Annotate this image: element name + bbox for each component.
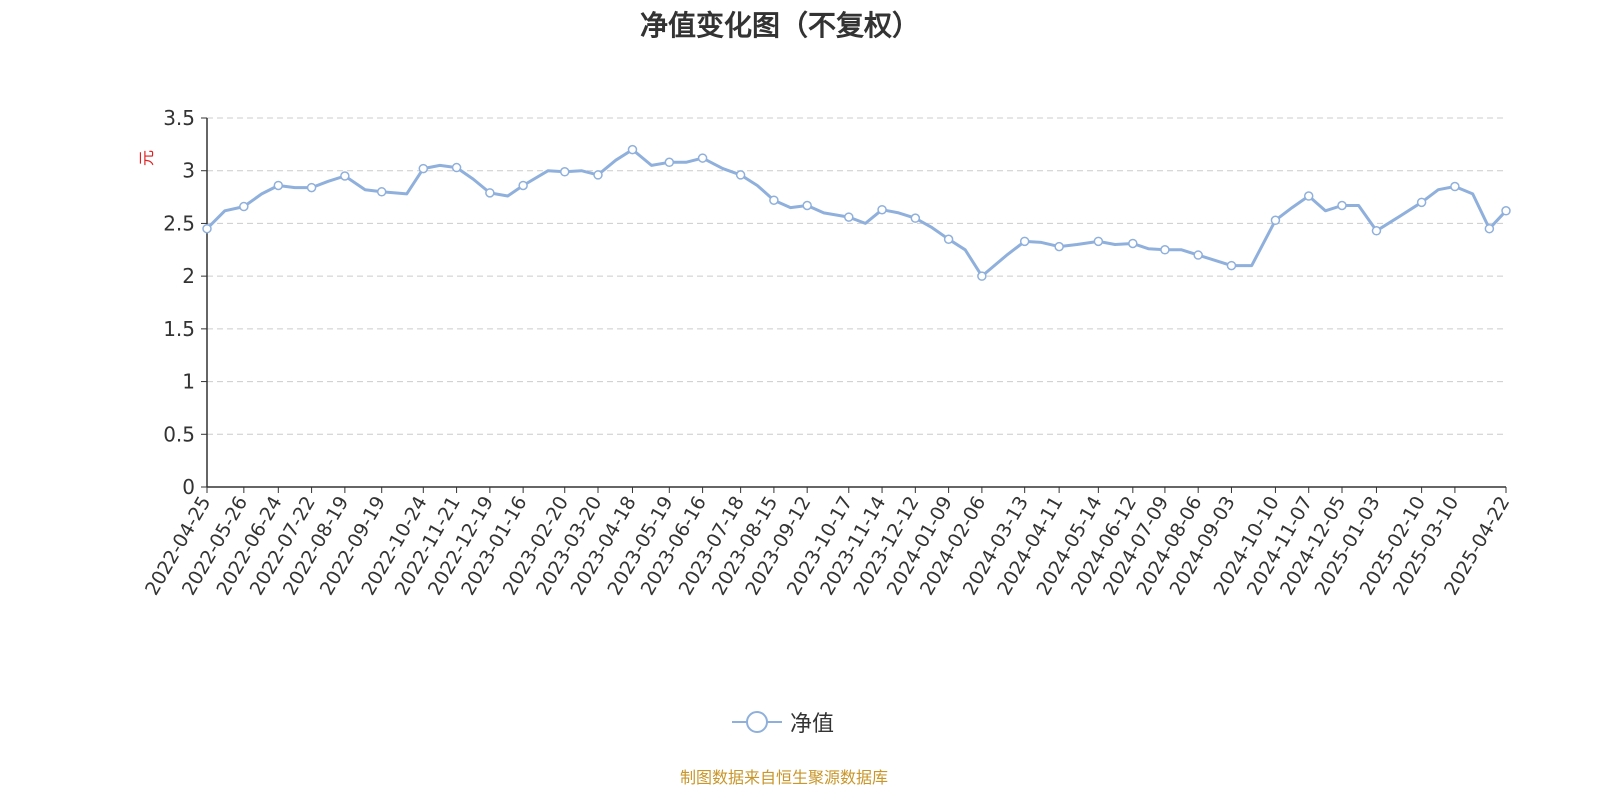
data-point[interactable]	[1270, 215, 1281, 226]
data-point[interactable]	[418, 163, 429, 174]
data-point[interactable]	[485, 188, 495, 198]
y-tick-label: 2	[182, 264, 195, 288]
data-point[interactable]	[844, 212, 854, 222]
data-point[interactable]	[202, 223, 212, 234]
data-point[interactable]	[943, 234, 954, 244]
legend[interactable]: 净值	[732, 706, 834, 738]
y-tick-label: 0	[182, 475, 195, 499]
y-tick-label: 3	[182, 159, 195, 183]
data-point[interactable]	[376, 187, 387, 197]
data-point[interactable]	[593, 170, 603, 180]
y-tick-label: 1.5	[163, 317, 195, 341]
data-point[interactable]	[451, 162, 462, 173]
data-point[interactable]	[735, 170, 746, 180]
legend-line-marker-icon	[732, 711, 782, 733]
axes	[206, 118, 1506, 488]
data-point[interactable]	[1019, 236, 1030, 247]
data-point[interactable]	[1093, 236, 1104, 247]
legend-label: 净值	[790, 712, 835, 737]
y-axis-label: 元	[137, 150, 156, 166]
data-point[interactable]	[1226, 260, 1237, 271]
data-point[interactable]	[1303, 191, 1314, 201]
data-point[interactable]	[340, 171, 350, 181]
data-point[interactable]	[1160, 245, 1170, 255]
data-point[interactable]	[559, 167, 570, 177]
data-point[interactable]	[1484, 223, 1495, 234]
data-point[interactable]	[877, 204, 887, 215]
y-tick-label: 2.5	[163, 211, 195, 235]
data-points	[202, 144, 1511, 281]
data-point[interactable]	[1128, 238, 1138, 249]
data-point[interactable]	[697, 153, 708, 163]
data-point[interactable]	[1193, 250, 1203, 260]
data-point[interactable]	[273, 180, 284, 191]
data-point[interactable]	[306, 182, 317, 193]
data-point[interactable]	[518, 180, 528, 191]
y-ticks: 0 0.5 1 1.5 2 2.5 3 3.5	[163, 106, 207, 499]
y-tick-label: 1	[182, 370, 195, 394]
grid-lines	[207, 117, 1506, 435]
data-point[interactable]	[1450, 181, 1460, 192]
chart-title: 净值变化图（不复权）	[639, 9, 920, 42]
data-point[interactable]	[627, 144, 638, 155]
data-point[interactable]	[1416, 197, 1427, 208]
data-point[interactable]	[1371, 226, 1382, 236]
data-point[interactable]	[1337, 200, 1347, 211]
data-point[interactable]	[977, 271, 987, 281]
data-point[interactable]	[1054, 241, 1064, 252]
y-tick-label: 3.5	[163, 106, 195, 130]
data-point[interactable]	[769, 195, 779, 205]
data-point[interactable]	[802, 200, 812, 211]
x-ticks: 2022-04-252022-05-262022-06-242022-07-22…	[141, 487, 1514, 599]
series-line-net-value	[205, 148, 1508, 278]
data-point[interactable]	[910, 213, 921, 223]
y-tick-label: 0.5	[163, 422, 195, 446]
data-point[interactable]	[239, 201, 249, 212]
data-point[interactable]	[1501, 206, 1511, 216]
data-point[interactable]	[664, 157, 675, 168]
source-note: 制图数据来自恒生聚源数据库	[679, 768, 888, 787]
